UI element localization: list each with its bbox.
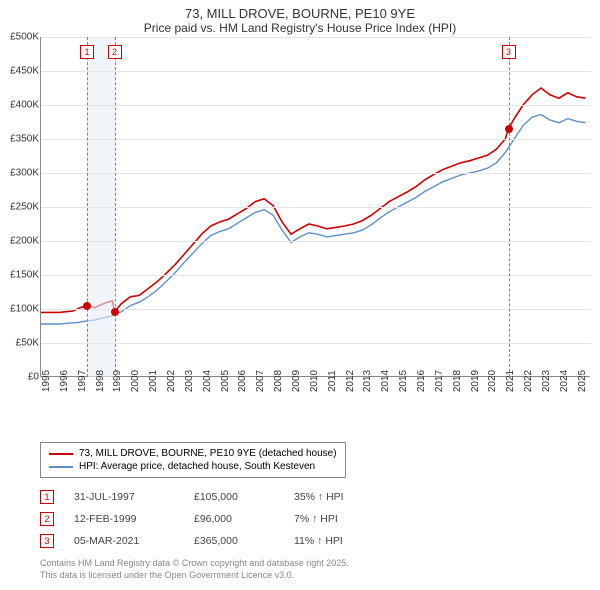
footer-copyright: Contains HM Land Registry data © Crown c…: [40, 558, 590, 570]
series-price_paid: [41, 88, 586, 312]
y-tick-label: £0: [1, 372, 39, 383]
y-tick-label: £150K: [1, 270, 39, 281]
legend-label: 73, MILL DROVE, BOURNE, PE10 9YE (detach…: [79, 448, 337, 459]
footer-license: This data is licensed under the Open Gov…: [40, 570, 590, 582]
sales-row: 2 12-FEB-1999 £96,000 7% ↑ HPI: [40, 508, 590, 530]
y-tick-label: £350K: [1, 134, 39, 145]
sales-pct: 7% ↑ HPI: [294, 513, 384, 525]
footer: Contains HM Land Registry data © Crown c…: [40, 558, 590, 581]
sales-date: 12-FEB-1999: [74, 513, 174, 525]
plot-region: £0£50K£100K£150K£200K£250K£300K£350K£400…: [40, 37, 590, 377]
sales-marker: 3: [40, 534, 54, 548]
sales-price: £105,000: [194, 491, 274, 503]
y-tick-label: £50K: [1, 338, 39, 349]
sales-row: 3 05-MAR-2021 £365,000 11% ↑ HPI: [40, 530, 590, 552]
sales-marker: 1: [40, 490, 54, 504]
y-tick-label: £250K: [1, 202, 39, 213]
chart-area: £0£50K£100K£150K£200K£250K£300K£350K£400…: [40, 37, 590, 407]
legend-swatch: [49, 466, 73, 468]
legend-label: HPI: Average price, detached house, Sout…: [79, 461, 315, 472]
sale-marker-2: 2: [108, 45, 122, 59]
sale-dot-3: [505, 125, 513, 133]
sale-vline: [87, 37, 88, 377]
y-tick-label: £200K: [1, 236, 39, 247]
sales-table: 1 31-JUL-1997 £105,000 35% ↑ HPI 2 12-FEB-199…: [40, 486, 590, 552]
legend-swatch: [49, 453, 73, 455]
sales-price: £365,000: [194, 535, 274, 547]
y-tick-label: £500K: [1, 32, 39, 43]
sale-dot-2: [111, 308, 119, 316]
title-subtitle: Price paid vs. HM Land Registry's House …: [0, 21, 600, 35]
sale-dot-1: [83, 302, 91, 310]
sales-pct: 35% ↑ HPI: [294, 491, 384, 503]
sales-price: £96,000: [194, 513, 274, 525]
legend-item: 73, MILL DROVE, BOURNE, PE10 9YE (detach…: [49, 447, 337, 460]
sale-vline: [115, 37, 116, 377]
y-tick-label: £100K: [1, 304, 39, 315]
sales-marker: 2: [40, 512, 54, 526]
legend-box: 73, MILL DROVE, BOURNE, PE10 9YE (detach…: [40, 442, 346, 478]
sales-row: 1 31-JUL-1997 £105,000 35% ↑ HPI: [40, 486, 590, 508]
sales-pct: 11% ↑ HPI: [294, 535, 384, 547]
legend-item: HPI: Average price, detached house, Sout…: [49, 460, 337, 473]
chart-container: 73, MILL DROVE, BOURNE, PE10 9YE Price p…: [0, 0, 600, 590]
sales-date: 31-JUL-1997: [74, 491, 174, 503]
y-tick-label: £450K: [1, 66, 39, 77]
sale-marker-3: 3: [502, 45, 516, 59]
series-hpi: [41, 115, 586, 325]
sale-marker-1: 1: [80, 45, 94, 59]
x-tick-label: 2025: [577, 370, 600, 392]
title-address: 73, MILL DROVE, BOURNE, PE10 9YE: [0, 6, 600, 21]
title-area: 73, MILL DROVE, BOURNE, PE10 9YE Price p…: [0, 0, 600, 37]
y-tick-label: £400K: [1, 100, 39, 111]
sale-vline: [509, 37, 510, 377]
sales-date: 05-MAR-2021: [74, 535, 174, 547]
y-tick-label: £300K: [1, 168, 39, 179]
legend-area: 73, MILL DROVE, BOURNE, PE10 9YE (detach…: [40, 442, 590, 478]
